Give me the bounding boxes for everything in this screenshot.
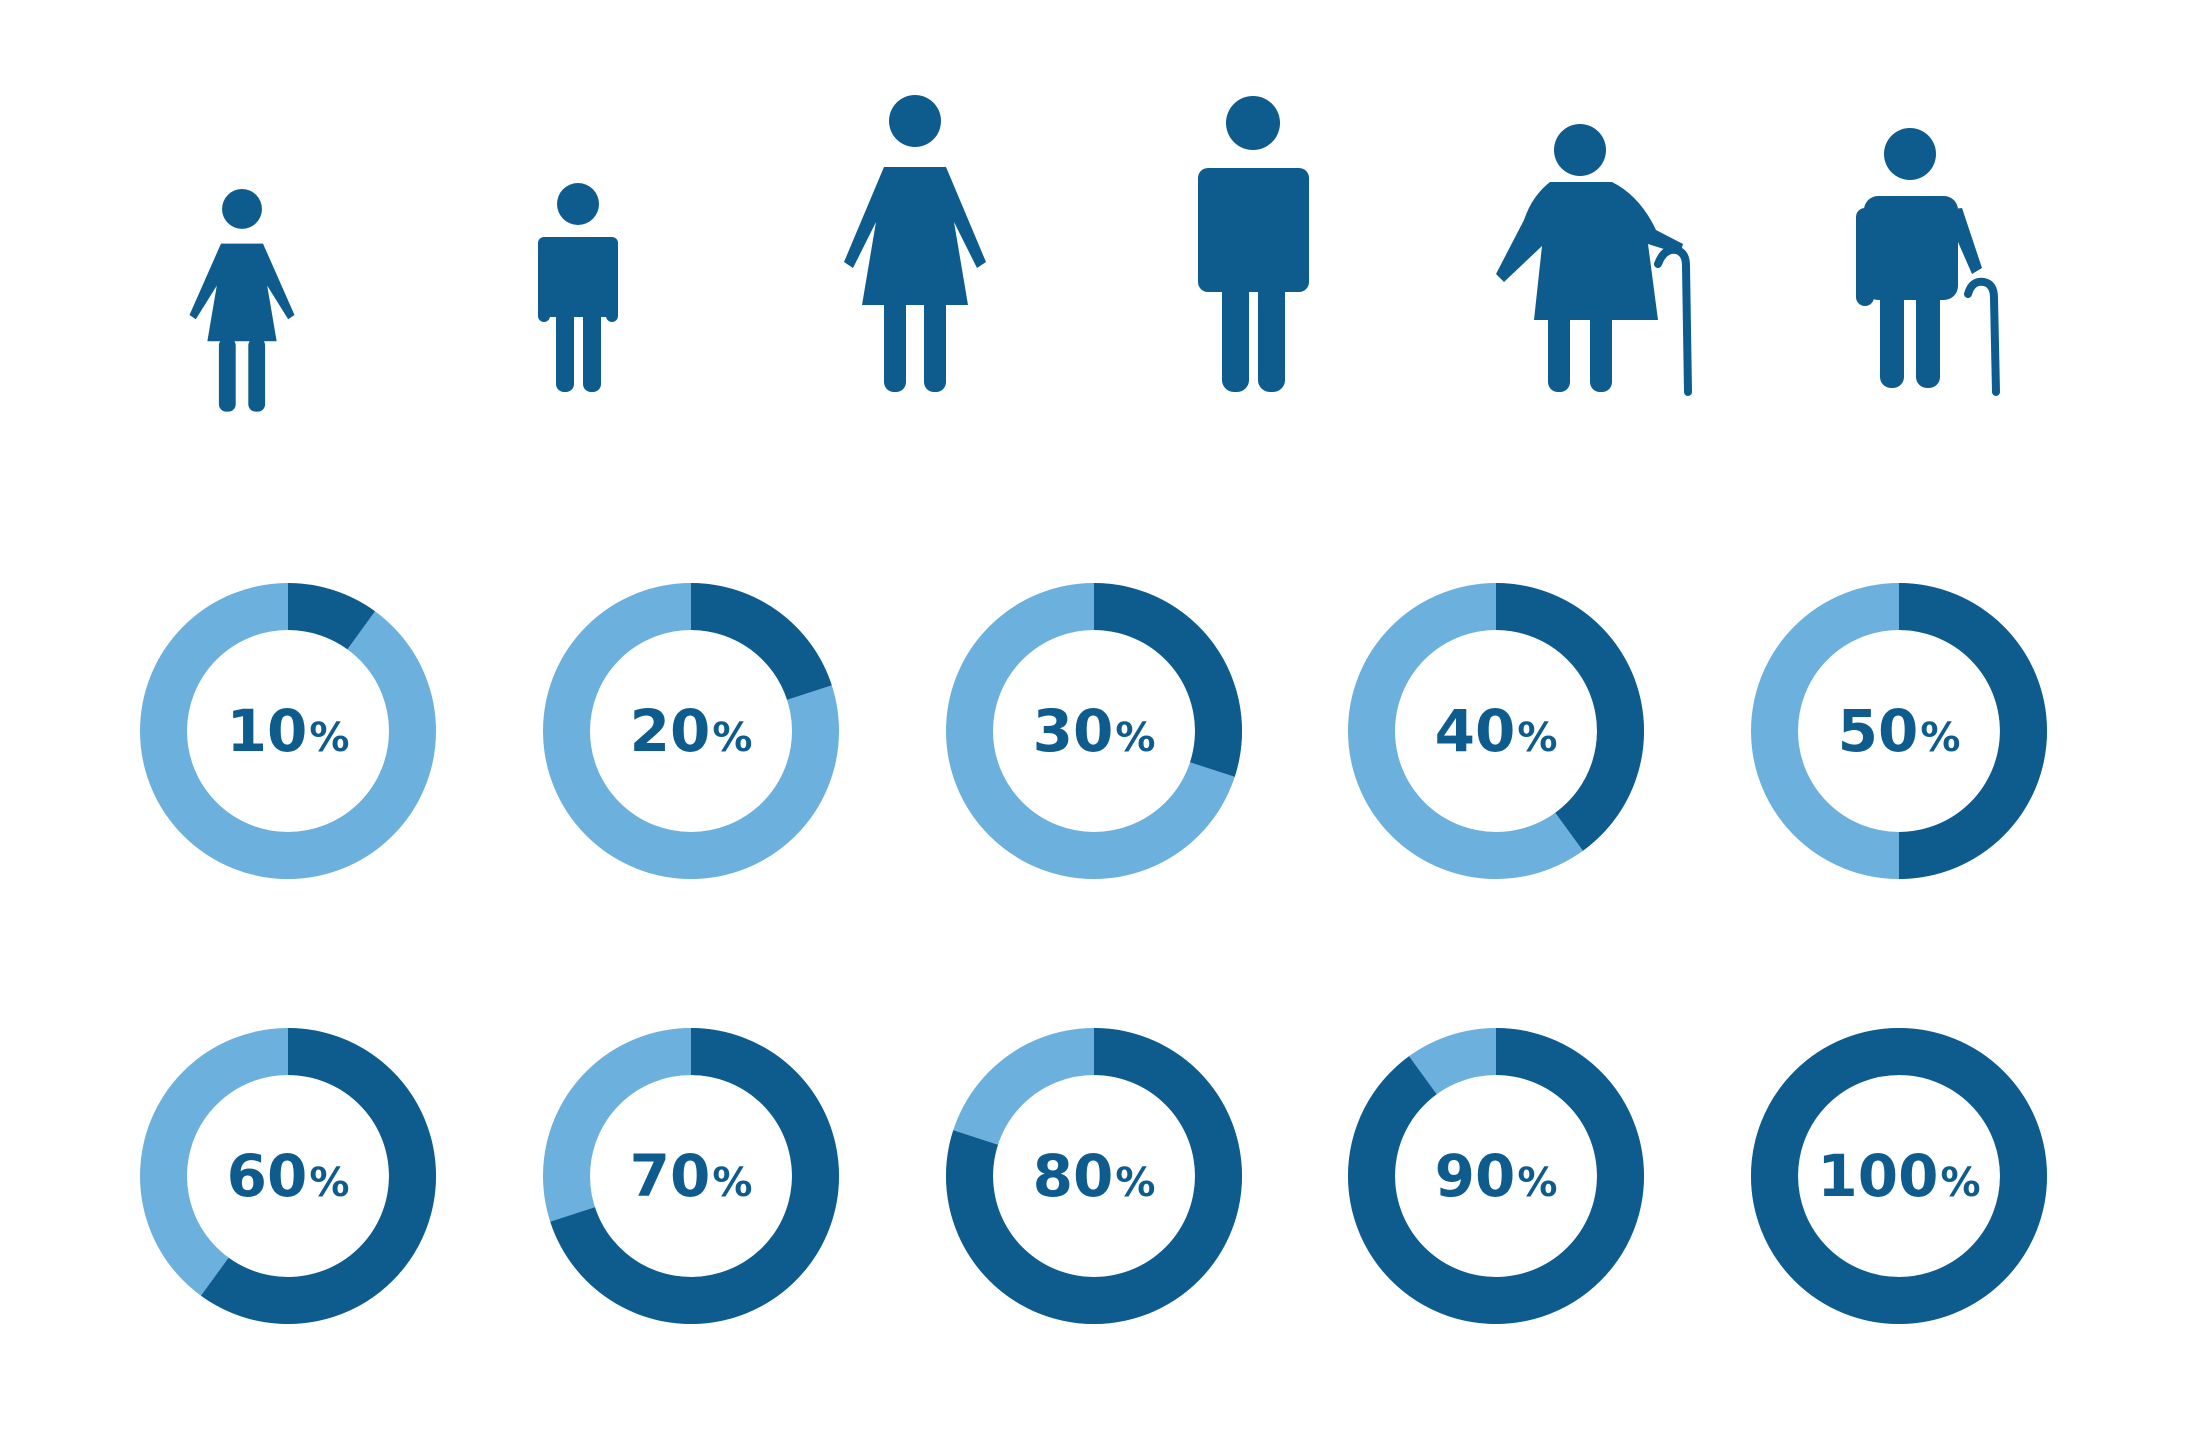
percent-value: 10 <box>227 697 308 765</box>
elderly-woman-with-cane-icon <box>1496 124 1692 396</box>
woman-icon <box>844 95 986 392</box>
percent-sign: % <box>309 715 349 761</box>
percent-sign: % <box>1517 715 1557 761</box>
percent-value: 80 <box>1033 1142 1114 1210</box>
donut-label: 30% <box>1033 697 1156 765</box>
percent-sign: % <box>1517 1160 1557 1206</box>
donut-value-arc <box>550 1028 839 1324</box>
man-icon <box>1198 96 1309 392</box>
donut-label: 40% <box>1435 697 1558 765</box>
percent-value: 30 <box>1033 697 1114 765</box>
percent-sign: % <box>712 715 752 761</box>
donut-chart-40: 40% <box>1348 583 1644 879</box>
donut-value-arc <box>946 1028 1242 1325</box>
donut-label: 70% <box>630 1142 753 1210</box>
donut-label: 80% <box>1033 1142 1156 1210</box>
percent-value: 100 <box>1817 1142 1938 1210</box>
donut-chart-80: 80% <box>946 1028 1242 1325</box>
donut-chart-10: 10% <box>140 583 436 879</box>
percent-value: 50 <box>1838 697 1919 765</box>
donut-value-arc <box>1496 583 1644 851</box>
donut-value-arc <box>1751 1028 2047 1324</box>
percent-sign: % <box>1941 1160 1981 1206</box>
donut-chart-100: 100% <box>1751 1028 2047 1324</box>
donut-chart-50: 50% <box>1751 583 2047 879</box>
donut-chart-30: 30% <box>946 583 1243 879</box>
percent-value: 40 <box>1435 697 1516 765</box>
boy-icon <box>538 183 618 392</box>
donut-value-arc <box>288 583 375 650</box>
donut-label: 100% <box>1817 1142 1980 1210</box>
elderly-man-with-cane-icon <box>1856 128 2000 396</box>
donut-charts-grid: 10% 20% 30% 40% 50%60% 70% 80% 90% 100% <box>140 583 2047 1325</box>
percent-sign: % <box>1920 715 1960 761</box>
donut-chart-20: 20% <box>543 583 839 879</box>
donut-label: 90% <box>1435 1142 1558 1210</box>
donut-value-arc <box>1094 583 1243 777</box>
percent-value: 20 <box>630 697 711 765</box>
donut-label: 50% <box>1838 697 1961 765</box>
donut-chart-60: 60% <box>140 1028 437 1324</box>
donut-label: 10% <box>227 697 350 765</box>
donut-label: 20% <box>630 697 753 765</box>
percent-sign: % <box>309 1160 349 1206</box>
donut-chart-90: 90% <box>1348 1028 1645 1325</box>
percent-sign: % <box>712 1160 752 1206</box>
percent-value: 60 <box>227 1142 308 1210</box>
donut-value-arc <box>201 1028 437 1324</box>
donut-value-arc <box>691 583 832 700</box>
donut-value-arc <box>1348 1028 1645 1325</box>
girl-icon <box>189 188 295 412</box>
percent-sign: % <box>1115 1160 1155 1206</box>
percent-sign: % <box>1115 715 1155 761</box>
donut-value-arc <box>1899 583 2047 879</box>
donut-label: 60% <box>227 1142 350 1210</box>
percent-value: 70 <box>630 1142 711 1210</box>
donut-chart-70: 70% <box>543 1028 839 1324</box>
people-icons-row <box>189 95 2000 412</box>
percent-value: 90 <box>1435 1142 1516 1210</box>
